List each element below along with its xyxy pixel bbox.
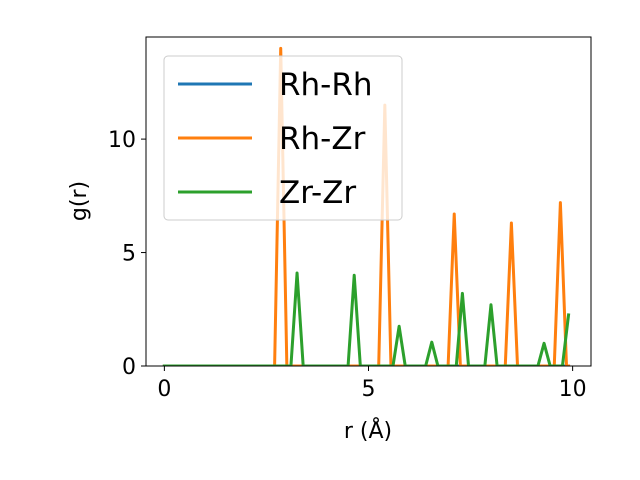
x-axis: 0 5 10 [157,366,587,402]
legend-frame [163,55,403,221]
legend-label-zr-zr: Zr-Zr [279,175,356,211]
y-axis: 0 5 10 [108,128,146,380]
x-tick-label: 0 [157,377,171,402]
x-axis-label: r (Å) [344,417,392,444]
x-tick-label: 5 [362,377,376,402]
series-line-zr-zr [162,271,571,366]
y-tick-label: 5 [122,242,136,267]
series-layer [162,46,571,366]
x-tick-label: 10 [559,377,587,402]
y-tick-label: 0 [122,355,136,380]
legend-label-rh-rh: Rh-Rh [279,67,373,103]
legend-label-rh-zr: Rh-Zr [279,121,366,157]
series-line-rh-zr [162,46,571,366]
legend: Rh-Rh Rh-Zr Zr-Zr [163,55,403,221]
y-axis-label: g(r) [67,181,92,221]
y-tick-label: 10 [108,128,136,153]
